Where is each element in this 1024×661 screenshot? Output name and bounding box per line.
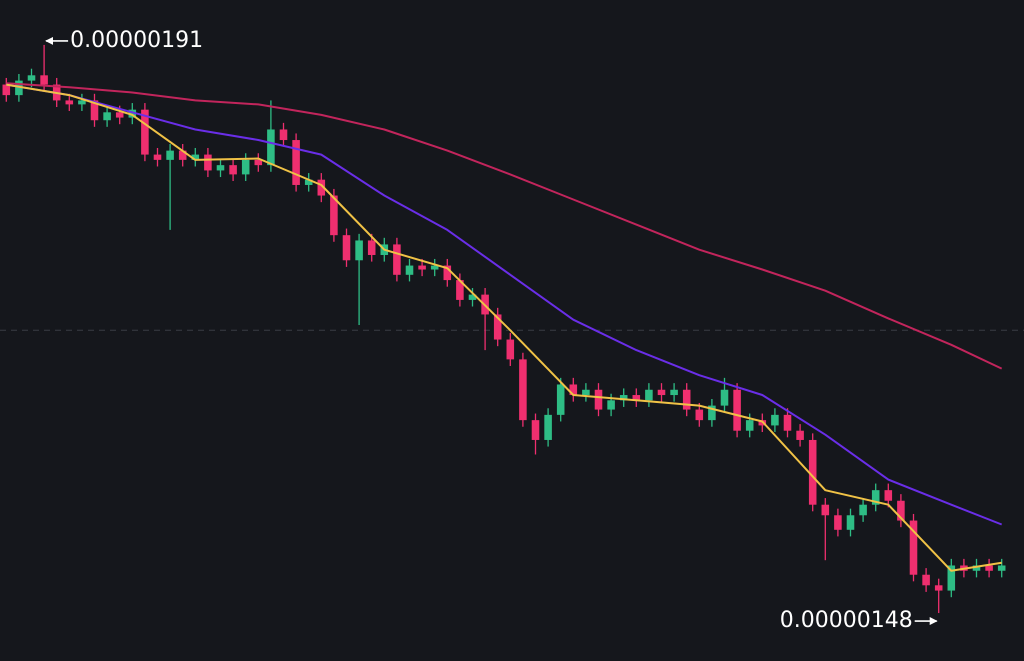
- candle-body: [355, 240, 363, 261]
- annotation-label: 0.00000191: [70, 28, 203, 53]
- candle-body: [972, 565, 981, 571]
- candle-body: [947, 565, 956, 591]
- candle-body: [229, 165, 237, 175]
- candle-body: [166, 150, 174, 160]
- candle-body: [418, 265, 426, 270]
- candle-body: [27, 75, 36, 81]
- candle-body: [191, 154, 200, 160]
- candle-body: [582, 389, 590, 396]
- candle-body: [934, 585, 943, 591]
- candle-body: [909, 520, 918, 575]
- candle-body: [342, 235, 351, 261]
- candle-body: [619, 395, 628, 401]
- candle-body: [783, 414, 792, 431]
- candle-body: [15, 80, 23, 96]
- candle-body: [405, 265, 414, 275]
- candle-body: [985, 565, 993, 571]
- candle-body: [456, 280, 464, 300]
- candle-body: [40, 75, 48, 85]
- candle-body: [556, 384, 565, 415]
- candle-body: [254, 159, 263, 166]
- candle-body: [241, 159, 250, 175]
- candle-body: [204, 154, 212, 171]
- candle-body: [771, 414, 779, 426]
- candle-body: [670, 389, 678, 396]
- candle-body: [90, 100, 99, 121]
- candle-body: [657, 389, 666, 396]
- annotation-label: 0.00000148: [780, 608, 913, 633]
- candle-body: [834, 515, 842, 530]
- candle-body: [2, 84, 11, 96]
- candle-body: [632, 395, 641, 401]
- candle-body: [153, 154, 162, 160]
- candle-body: [304, 179, 313, 185]
- candle-body: [292, 140, 300, 185]
- candle-body: [871, 490, 880, 505]
- candle-body: [78, 100, 86, 105]
- candle-body: [607, 400, 615, 410]
- candle-body: [493, 314, 502, 340]
- candle-body: [506, 339, 515, 360]
- candle-body: [443, 265, 452, 281]
- candle-body: [859, 504, 867, 516]
- candle-body: [141, 109, 149, 155]
- candle-body: [367, 240, 376, 255]
- candle-body: [103, 112, 111, 121]
- candle-body: [279, 129, 288, 141]
- candle-body: [317, 179, 326, 196]
- candle-body: [544, 414, 552, 440]
- candle-body: [594, 389, 603, 410]
- candle-body: [796, 430, 804, 440]
- moving-average-line: [6, 83, 1002, 572]
- candle-body: [846, 515, 855, 530]
- candle-body: [884, 490, 893, 501]
- candle-body: [897, 500, 905, 521]
- candle-body: [531, 420, 540, 440]
- candle-body: [128, 109, 137, 118]
- candle-body: [519, 359, 527, 421]
- candle-body: [430, 265, 439, 270]
- candle-body: [733, 389, 741, 431]
- candle-body: [997, 565, 1006, 571]
- candle-body: [808, 439, 817, 505]
- candle-body: [115, 112, 124, 118]
- candle-body: [745, 420, 754, 431]
- moving-average-line: [6, 83, 1003, 526]
- candle-body: [393, 244, 401, 275]
- candle-body: [468, 294, 477, 300]
- candle-body: [267, 129, 275, 166]
- candle-body: [330, 195, 338, 236]
- candle-body: [65, 100, 74, 105]
- candle-body: [178, 150, 187, 160]
- candle-body: [216, 165, 225, 171]
- candle-body: [821, 504, 830, 516]
- candle-body: [922, 574, 930, 586]
- moving-average-line: [6, 82, 1003, 370]
- candle-body: [720, 389, 729, 406]
- candle-body: [645, 389, 653, 401]
- candle-body: [682, 389, 691, 410]
- candle-body: [695, 409, 704, 421]
- candle-body: [708, 405, 716, 421]
- candle-body: [569, 384, 578, 396]
